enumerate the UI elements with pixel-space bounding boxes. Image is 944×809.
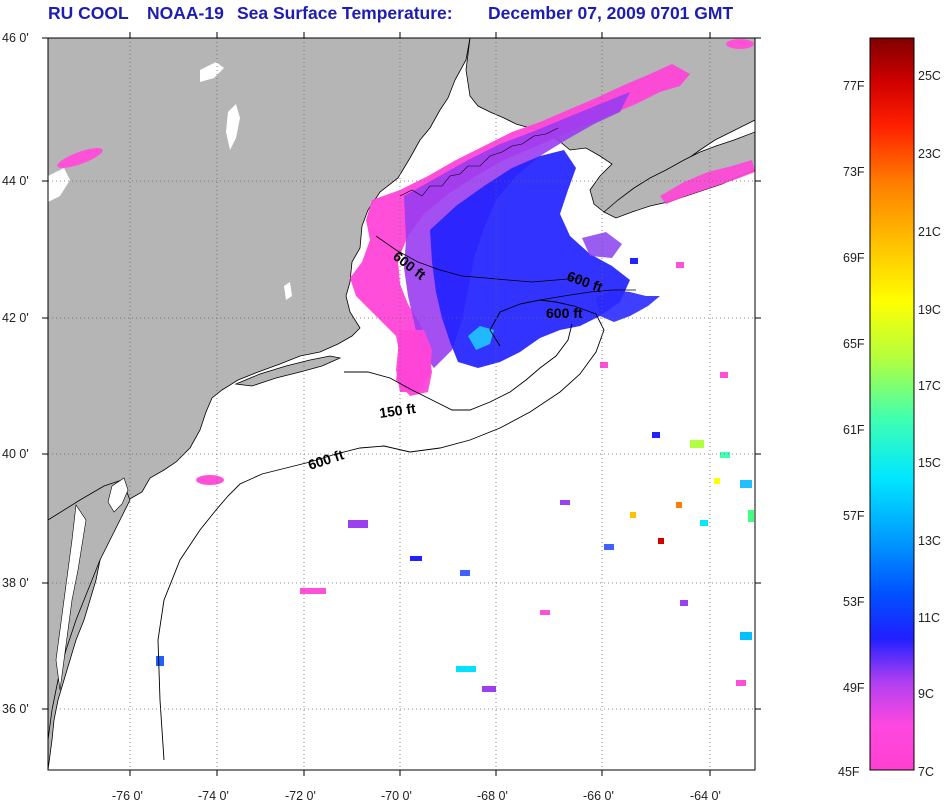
colorbar-f-label: 45F [838, 765, 860, 779]
colorbar-f-label: 73F [843, 165, 865, 179]
chesapeake-land [48, 479, 131, 741]
delaware-bay [107, 477, 129, 513]
isobath-600ft-gulf [375, 235, 581, 283]
isobath-600ft-outer [157, 299, 605, 761]
colorbar-gradient [869, 37, 915, 771]
lat-label: 44 0' [2, 174, 29, 188]
lat-label: 38 0' [2, 576, 29, 590]
colorbar-f-label: 57F [843, 509, 865, 523]
lake [48, 168, 70, 202]
lon-label: -74 0' [198, 789, 229, 803]
colorbar-f-label: 69F [843, 251, 865, 265]
title-datetime: December 07, 2009 0701 GMT [488, 3, 734, 23]
sst-patch [726, 39, 754, 49]
sst-pink-gulf [350, 64, 690, 396]
lon-label: -66 0' [583, 789, 614, 803]
colorbar-f-label: 77F [843, 79, 865, 93]
colorbar-c-label: 15C [918, 456, 941, 470]
colorbar-c-label: 25C [918, 69, 941, 83]
coastline-detail [399, 127, 559, 197]
colorbar-f-label: 61F [843, 423, 865, 437]
isobath-150ft [344, 323, 573, 411]
lon-label: -70 0' [381, 789, 412, 803]
colorbar-c-label: 17C [918, 379, 941, 393]
lat-label: 40 0' [2, 447, 29, 461]
colorbar-f-label: 53F [843, 595, 865, 609]
sst-offshore-speckles [156, 258, 754, 692]
lon-label: -68 0' [477, 789, 508, 803]
sst-blue-east [596, 290, 660, 322]
colorbar-c-label: 13C [918, 534, 941, 548]
lake [284, 282, 292, 300]
lon-label: -76 0' [112, 789, 143, 803]
map-title: RU COOL NOAA-19 Sea Surface Temperature:… [0, 0, 800, 28]
colorbar-c-label: 19C [918, 303, 941, 317]
tick-marks [42, 32, 761, 776]
sst-pink-ns [660, 160, 755, 204]
colorbar-c-label: 23C [918, 147, 941, 161]
lat-label: 36 0' [2, 702, 29, 716]
title-product: Sea Surface Temperature: [237, 3, 453, 23]
colorbar-c-label: 21C [918, 225, 941, 239]
lat-label: 42 0' [2, 311, 29, 325]
lake [226, 104, 240, 150]
isobath-600ft-east [539, 289, 636, 301]
isobath-label: 600 ft [546, 305, 583, 321]
colorbar-c-label: 7C [918, 765, 934, 779]
long-island [234, 355, 342, 387]
lake [200, 62, 224, 82]
colorbar-c-label: 9C [918, 687, 934, 701]
lon-label: -72 0' [285, 789, 316, 803]
title-satellite: NOAA-19 [147, 3, 224, 23]
isobath-label: 150 ft [378, 400, 417, 421]
map-frame [47, 37, 756, 771]
sst-purple-east [582, 232, 622, 258]
sst-cyan [468, 326, 494, 350]
us-mainland [48, 38, 471, 770]
sst-blue [430, 150, 630, 368]
title-label: RU COOL [48, 3, 129, 23]
chesapeake-bay [55, 504, 87, 691]
lat-label: 46 0' [2, 31, 29, 45]
lon-label: -64 0' [690, 789, 721, 803]
nova-scotia [603, 131, 755, 219]
colorbar-f-label: 49F [843, 681, 865, 695]
sst-patch [57, 148, 103, 168]
colorbar-c-label: 11C [918, 611, 940, 625]
colorbar-f-label: 65F [843, 337, 865, 351]
sst-pink-capecod [396, 330, 432, 392]
